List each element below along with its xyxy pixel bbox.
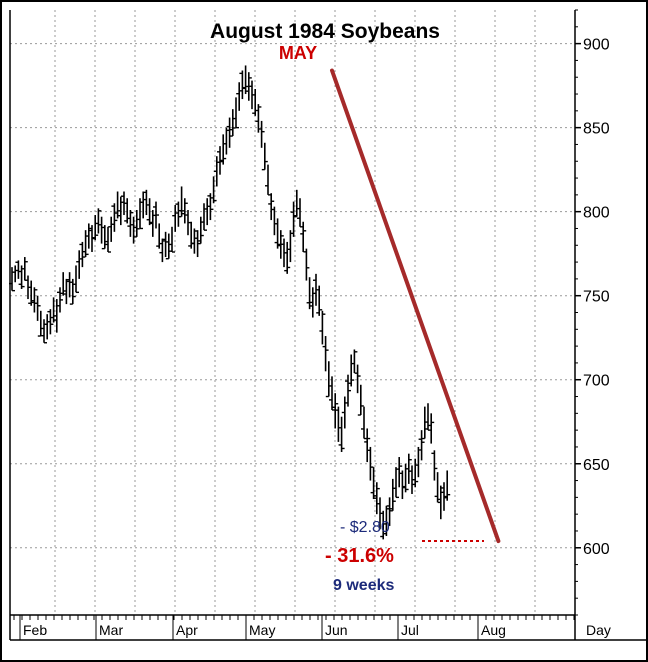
- x-tick-label: May: [249, 622, 275, 638]
- chart-title: August 1984 Soybeans: [210, 20, 440, 43]
- price-bar: [418, 430, 425, 461]
- price-bar: [210, 176, 217, 204]
- price-bar: [364, 428, 371, 463]
- x-axis-labels: Feb Mar Apr May Jun Jul Aug: [13, 615, 575, 640]
- price-bar: [412, 458, 419, 488]
- price-bar: [351, 349, 358, 373]
- price-bar: [345, 374, 351, 407]
- price-bar: [73, 265, 79, 294]
- price-bar: [319, 310, 326, 345]
- price-bar: [34, 295, 41, 321]
- price-bar: [431, 450, 438, 481]
- price-bar: [18, 265, 25, 289]
- peak-label: MAY: [279, 43, 317, 63]
- price-bar: [137, 198, 143, 230]
- x-tick-label: Aug: [481, 622, 506, 638]
- price-bar: [338, 416, 345, 452]
- price-bar: [153, 201, 159, 229]
- price-bars: [9, 65, 451, 540]
- price-bar: [220, 134, 227, 165]
- price-bar: [169, 226, 175, 253]
- price-bar: [357, 384, 364, 416]
- price-bar: [348, 354, 355, 387]
- price-bar: [82, 230, 89, 258]
- y-tick-label: 800: [583, 205, 610, 222]
- x-tick-label: Mar: [99, 622, 123, 638]
- y-tick-label: 750: [583, 289, 610, 306]
- price-bar: [255, 104, 262, 133]
- price-bar: [316, 285, 323, 316]
- price-bar: [21, 257, 28, 281]
- price-bar: [31, 287, 38, 313]
- price-bar: [105, 226, 111, 253]
- change-label: - $2.80: [340, 519, 390, 536]
- price-bar: [197, 216, 204, 245]
- duration-label: 9 weeks: [333, 577, 394, 594]
- price-bar: [393, 467, 399, 499]
- price-bar: [111, 203, 118, 232]
- x-tick-label: Jun: [325, 622, 348, 638]
- y-tick-label: 650: [583, 457, 610, 474]
- price-bar: [245, 72, 252, 101]
- price-bar: [428, 413, 435, 444]
- price-bar: [322, 336, 329, 372]
- price-bar: [207, 193, 214, 221]
- price-bar: [332, 393, 339, 429]
- price-bar: [444, 470, 451, 501]
- price-bar: [133, 209, 140, 238]
- price-bar: [300, 221, 307, 252]
- price-bar: [233, 97, 239, 129]
- price-bar: [92, 215, 99, 241]
- price-bar: [373, 482, 380, 515]
- price-bar: [181, 198, 188, 224]
- x-tick-label: Feb: [23, 622, 47, 638]
- price-bar: [127, 209, 134, 237]
- price-bar: [303, 248, 310, 281]
- price-bar: [57, 287, 63, 313]
- price-bar: [268, 193, 275, 221]
- y-axis-labels: 600 650 700 750 800 850 900: [575, 9, 610, 616]
- price-bar: [201, 203, 207, 231]
- price-bar: [69, 278, 76, 305]
- price-bar: [354, 364, 361, 394]
- price-bar: [41, 319, 47, 344]
- x-axis-title: Day: [586, 622, 611, 638]
- y-tick-label: 600: [583, 541, 610, 558]
- y-tick-label: 700: [583, 373, 610, 390]
- price-bar: [405, 453, 412, 484]
- trendline: [330, 68, 501, 544]
- price-bar: [95, 208, 102, 234]
- price-bar: [258, 120, 265, 148]
- price-bar: [277, 230, 284, 259]
- x-tick-label: Jul: [401, 622, 419, 638]
- x-tick-label: Apr: [176, 622, 198, 638]
- price-bar: [47, 309, 54, 335]
- price-bar: [402, 463, 409, 493]
- price-bar: [284, 241, 291, 274]
- price-bar: [396, 457, 403, 488]
- price-bar: [261, 142, 268, 171]
- y-tick-label: 900: [583, 37, 610, 54]
- y-tick-label: 850: [583, 121, 610, 138]
- percent-label: - 31.6%: [325, 545, 394, 567]
- price-bar: [389, 478, 396, 512]
- price-bar: [229, 109, 236, 137]
